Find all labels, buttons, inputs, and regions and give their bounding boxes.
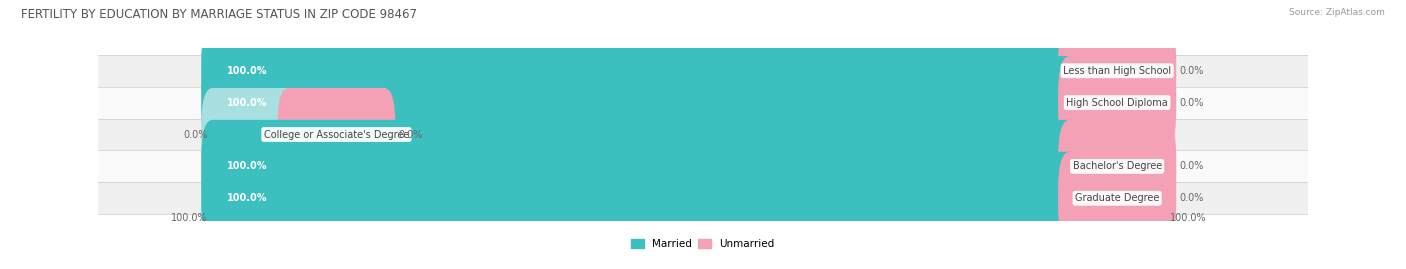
Text: 0.0%: 0.0% bbox=[398, 129, 423, 140]
FancyBboxPatch shape bbox=[201, 120, 1081, 213]
Text: 0.0%: 0.0% bbox=[1180, 66, 1204, 76]
FancyBboxPatch shape bbox=[1059, 56, 1177, 149]
Text: High School Diploma: High School Diploma bbox=[1066, 98, 1168, 108]
Legend: Married, Unmarried: Married, Unmarried bbox=[627, 235, 779, 253]
FancyBboxPatch shape bbox=[201, 88, 301, 181]
Bar bbox=[98, 55, 1308, 87]
FancyBboxPatch shape bbox=[201, 24, 1177, 117]
Text: 100.0%: 100.0% bbox=[172, 213, 208, 223]
Text: 100.0%: 100.0% bbox=[226, 66, 267, 76]
Text: 0.0%: 0.0% bbox=[184, 129, 208, 140]
Text: College or Associate's Degree: College or Associate's Degree bbox=[264, 129, 409, 140]
FancyBboxPatch shape bbox=[1059, 120, 1177, 213]
FancyBboxPatch shape bbox=[1059, 24, 1177, 117]
Text: Source: ZipAtlas.com: Source: ZipAtlas.com bbox=[1289, 8, 1385, 17]
Text: FERTILITY BY EDUCATION BY MARRIAGE STATUS IN ZIP CODE 98467: FERTILITY BY EDUCATION BY MARRIAGE STATU… bbox=[21, 8, 418, 21]
Text: 100.0%: 100.0% bbox=[226, 161, 267, 171]
Text: 0.0%: 0.0% bbox=[1180, 193, 1204, 203]
Bar bbox=[98, 150, 1308, 182]
FancyBboxPatch shape bbox=[201, 24, 1081, 117]
Bar bbox=[98, 87, 1308, 119]
FancyBboxPatch shape bbox=[201, 152, 1177, 245]
FancyBboxPatch shape bbox=[201, 56, 1177, 149]
Text: 0.0%: 0.0% bbox=[1180, 161, 1204, 171]
Text: Less than High School: Less than High School bbox=[1063, 66, 1171, 76]
Bar bbox=[98, 182, 1308, 214]
Text: 100.0%: 100.0% bbox=[226, 193, 267, 203]
FancyBboxPatch shape bbox=[201, 88, 1177, 181]
FancyBboxPatch shape bbox=[1059, 152, 1177, 245]
FancyBboxPatch shape bbox=[201, 56, 1081, 149]
FancyBboxPatch shape bbox=[201, 120, 1177, 213]
Text: 100.0%: 100.0% bbox=[1170, 213, 1206, 223]
Text: Graduate Degree: Graduate Degree bbox=[1076, 193, 1160, 203]
Text: 100.0%: 100.0% bbox=[226, 98, 267, 108]
FancyBboxPatch shape bbox=[277, 88, 395, 181]
Text: 0.0%: 0.0% bbox=[1180, 98, 1204, 108]
FancyBboxPatch shape bbox=[201, 152, 1081, 245]
Bar bbox=[98, 119, 1308, 150]
Text: Bachelor's Degree: Bachelor's Degree bbox=[1073, 161, 1161, 171]
